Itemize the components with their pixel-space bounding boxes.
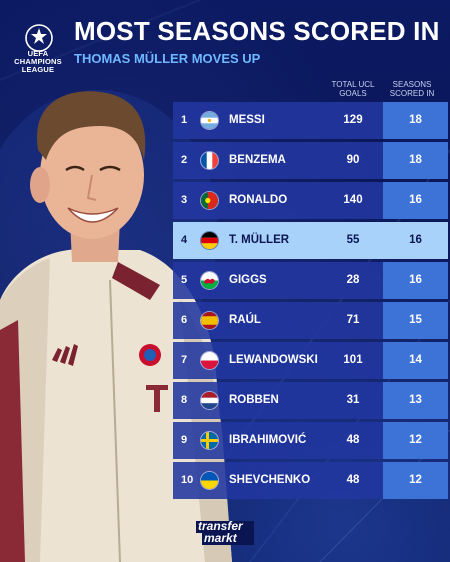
total-goals: 101: [343, 354, 363, 366]
sweden-flag-icon: [201, 432, 218, 449]
netherlands-flag-icon: [201, 392, 218, 409]
rank-number: 8: [181, 394, 188, 406]
rank-number: 5: [181, 274, 188, 286]
ranking-table: 1 MESSI 129 18 2 BENZEMA 90 18 3 RONALDO 140 16 4 T. …: [173, 102, 448, 502]
player-name: T. MÜLLER: [229, 234, 290, 246]
player-name: BENZEMA: [229, 154, 286, 166]
table-row: 8 ROBBEN 31 13: [173, 382, 448, 419]
table-row: 1 MESSI 129 18: [173, 102, 448, 139]
rank-number: 7: [181, 354, 188, 366]
poland-flag-icon: [201, 352, 218, 369]
rank-number: 6: [181, 314, 188, 326]
player-name: RAÚL: [229, 314, 261, 326]
rank-number: 1: [181, 114, 188, 126]
seasons-scored: 18: [383, 142, 448, 179]
total-goals: 48: [346, 474, 360, 486]
seasons-scored: 12: [383, 462, 448, 499]
table-row: 9 IBRAHIMOVIĆ 48 12: [173, 422, 448, 459]
seasons-scored: 15: [383, 302, 448, 339]
logo-text-line: CHAMPIONS: [14, 57, 62, 66]
total-goals: 90: [346, 154, 360, 166]
player-name: IBRAHIMOVIĆ: [229, 434, 307, 446]
table-row: 2 BENZEMA 90 18: [173, 142, 448, 179]
transfermarkt-logo: transfer markt: [196, 519, 256, 551]
ukraine-flag-icon: [201, 472, 218, 489]
total-goals: 71: [346, 314, 360, 326]
rank-number: 4: [181, 234, 188, 246]
portugal-flag-icon: [201, 192, 218, 209]
table-row: 6 RAÚL 71 15: [173, 302, 448, 339]
rank-number: 10: [181, 474, 194, 486]
seasons-scored: 16: [383, 222, 448, 259]
seasons-scored: 16: [383, 262, 448, 299]
table-row: 7 LEWANDOWSKI 101 14: [173, 342, 448, 379]
player-name: GIGGS: [229, 274, 267, 286]
column-header-seasons: SEASONS SCORED IN: [389, 80, 435, 98]
total-goals: 140: [343, 194, 363, 206]
player-name: RONALDO: [229, 194, 288, 206]
logo-text-line: LEAGUE: [21, 65, 55, 74]
total-goals: 48: [346, 434, 360, 446]
competition-logo-text: UEFA CHAMPIONS LEAGUE: [6, 50, 70, 74]
rank-number: 9: [181, 434, 188, 446]
brand-text: transfer: [198, 519, 243, 533]
page-title: MOST SEASONS SCORED IN: [74, 16, 440, 46]
total-goals: 55: [346, 234, 360, 246]
player-name: MESSI: [229, 114, 265, 126]
seasons-scored: 16: [383, 182, 448, 219]
page-subtitle: THOMAS MÜLLER MOVES UP: [74, 51, 261, 66]
seasons-scored: 13: [383, 382, 448, 419]
player-name: SHEVCHENKO: [229, 474, 311, 486]
column-header-goals: TOTAL UCL GOALS: [331, 80, 375, 98]
player-name: LEWANDOWSKI: [229, 354, 318, 366]
argentina-flag-icon: [201, 112, 218, 129]
wales-flag-icon: [201, 272, 218, 289]
seasons-scored: 14: [383, 342, 448, 379]
table-row: 4 T. MÜLLER 55 16: [173, 222, 448, 259]
logo-text-line: UEFA: [27, 49, 49, 58]
table-row: 3 RONALDO 140 16: [173, 182, 448, 219]
rank-number: 3: [181, 194, 188, 206]
france-flag-icon: [201, 152, 218, 169]
rank-number: 2: [181, 154, 188, 166]
table-row: 5 GIGGS 28 16: [173, 262, 448, 299]
spain-flag-icon: [201, 312, 218, 329]
seasons-scored: 12: [383, 422, 448, 459]
total-goals: 31: [346, 394, 360, 406]
champions-league-starball-icon: [25, 24, 53, 52]
total-goals: 28: [346, 274, 360, 286]
total-goals: 129: [343, 114, 363, 126]
brand-text: markt: [204, 531, 237, 545]
seasons-scored: 18: [383, 102, 448, 139]
player-name: ROBBEN: [229, 394, 279, 406]
germany-flag-icon: [201, 232, 218, 249]
table-row: 10 SHEVCHENKO 48 12: [173, 462, 448, 499]
